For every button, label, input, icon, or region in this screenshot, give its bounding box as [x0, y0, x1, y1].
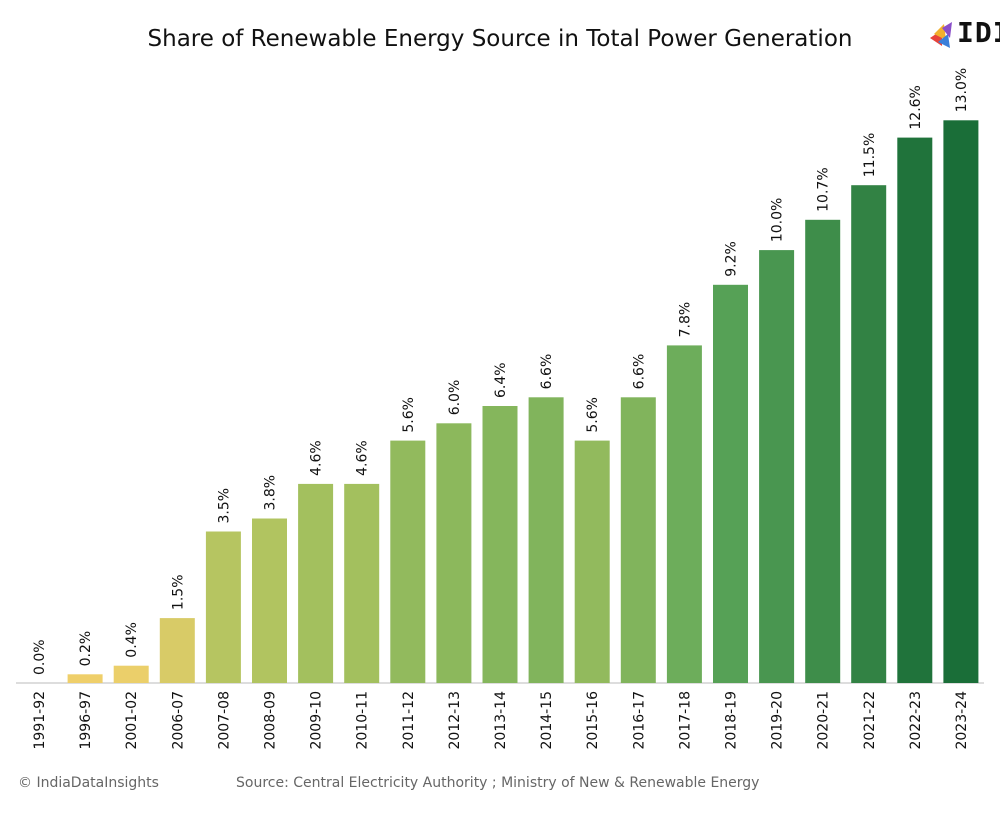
bar-2022-23 [897, 137, 933, 684]
bar-value-label: 6.4% [493, 362, 509, 398]
idi-logo-icon [930, 22, 952, 48]
x-tick-label: 2021-22 [862, 691, 878, 750]
bar-value-label: 4.6% [309, 440, 325, 476]
bar-value-label: 13.0% [954, 68, 970, 112]
x-tick-label: 1991-92 [32, 691, 48, 750]
bar-value-label: 0.2% [78, 631, 94, 667]
bar-2016-17 [620, 397, 656, 683]
bar-2012-13 [436, 423, 472, 683]
x-tick-label: 2020-21 [816, 691, 832, 750]
x-tick-label: 2016-17 [631, 691, 647, 750]
chart-title: Share of Renewable Energy Source in Tota… [147, 26, 853, 52]
bar-2018-19 [713, 284, 748, 683]
bar-value-label: 3.8% [263, 475, 279, 511]
bar-2020-21 [805, 219, 841, 684]
x-tick-label: 2010-11 [355, 691, 371, 750]
bar-value-label: 5.6% [401, 397, 417, 433]
bar-2009-10 [298, 483, 334, 683]
x-tick-label: 2019-20 [770, 691, 786, 750]
bar-value-label: 10.7% [816, 167, 832, 211]
logo-text: IDI [957, 16, 1000, 49]
bar-value-label: 7.8% [677, 302, 693, 338]
x-tick-label: 2013-14 [493, 691, 509, 750]
bar-value-label: 0.0% [32, 639, 48, 675]
x-tick-label: 2009-10 [309, 691, 325, 750]
bar-value-label: 6.6% [631, 354, 647, 390]
x-tick-label: 2012-13 [447, 691, 463, 750]
x-tick-label: 2008-09 [263, 691, 279, 750]
bar-2008-09 [252, 518, 287, 683]
bar-value-label: 6.0% [447, 380, 463, 416]
x-tick-label: 2015-16 [585, 691, 601, 750]
x-tick-label: 1996-97 [78, 691, 94, 750]
bar-value-label: 6.6% [539, 354, 555, 390]
bar-value-label: 3.5% [216, 488, 232, 524]
bar-value-label: 5.6% [585, 397, 601, 433]
x-tick-label: 2017-18 [677, 691, 693, 750]
bar-2006-07 [159, 618, 195, 683]
bar-value-label: 11.5% [862, 133, 878, 177]
bar-2015-16 [574, 440, 610, 683]
bar-2023-24 [943, 120, 979, 684]
x-tick-label: 2014-15 [539, 691, 555, 750]
bar-2011-12 [390, 440, 426, 683]
x-tick-label: 2011-12 [401, 691, 417, 750]
bar-2017-18 [666, 345, 702, 683]
bar-2014-15 [528, 397, 564, 683]
copyright-text: © IndiaDataInsights [18, 775, 159, 791]
bar-value-label: 4.6% [355, 440, 371, 476]
bar-2021-22 [851, 185, 887, 683]
bar-1996-97 [67, 674, 103, 683]
bar-value-label: 12.6% [908, 85, 924, 129]
x-tick-label: 2022-23 [908, 691, 924, 750]
bar-value-label: 1.5% [170, 574, 186, 610]
bar-2010-11 [344, 483, 380, 683]
bar-2007-08 [205, 531, 241, 683]
x-tick-label: 2018-19 [723, 691, 739, 750]
bar-value-label: 0.4% [124, 622, 140, 658]
source-text: Source: Central Electricity Authority ; … [236, 775, 760, 791]
x-tick-label: 2007-08 [216, 691, 232, 750]
bar-2013-14 [482, 406, 518, 683]
bar-value-label: 10.0% [770, 198, 786, 242]
x-tick-label: 2023-24 [954, 691, 970, 750]
bar-value-label: 9.2% [723, 241, 739, 277]
x-tick-label: 2006-07 [170, 691, 186, 750]
bar-2001-02 [113, 665, 149, 683]
bar-2019-20 [759, 250, 795, 683]
x-tick-label: 2001-02 [124, 691, 140, 750]
